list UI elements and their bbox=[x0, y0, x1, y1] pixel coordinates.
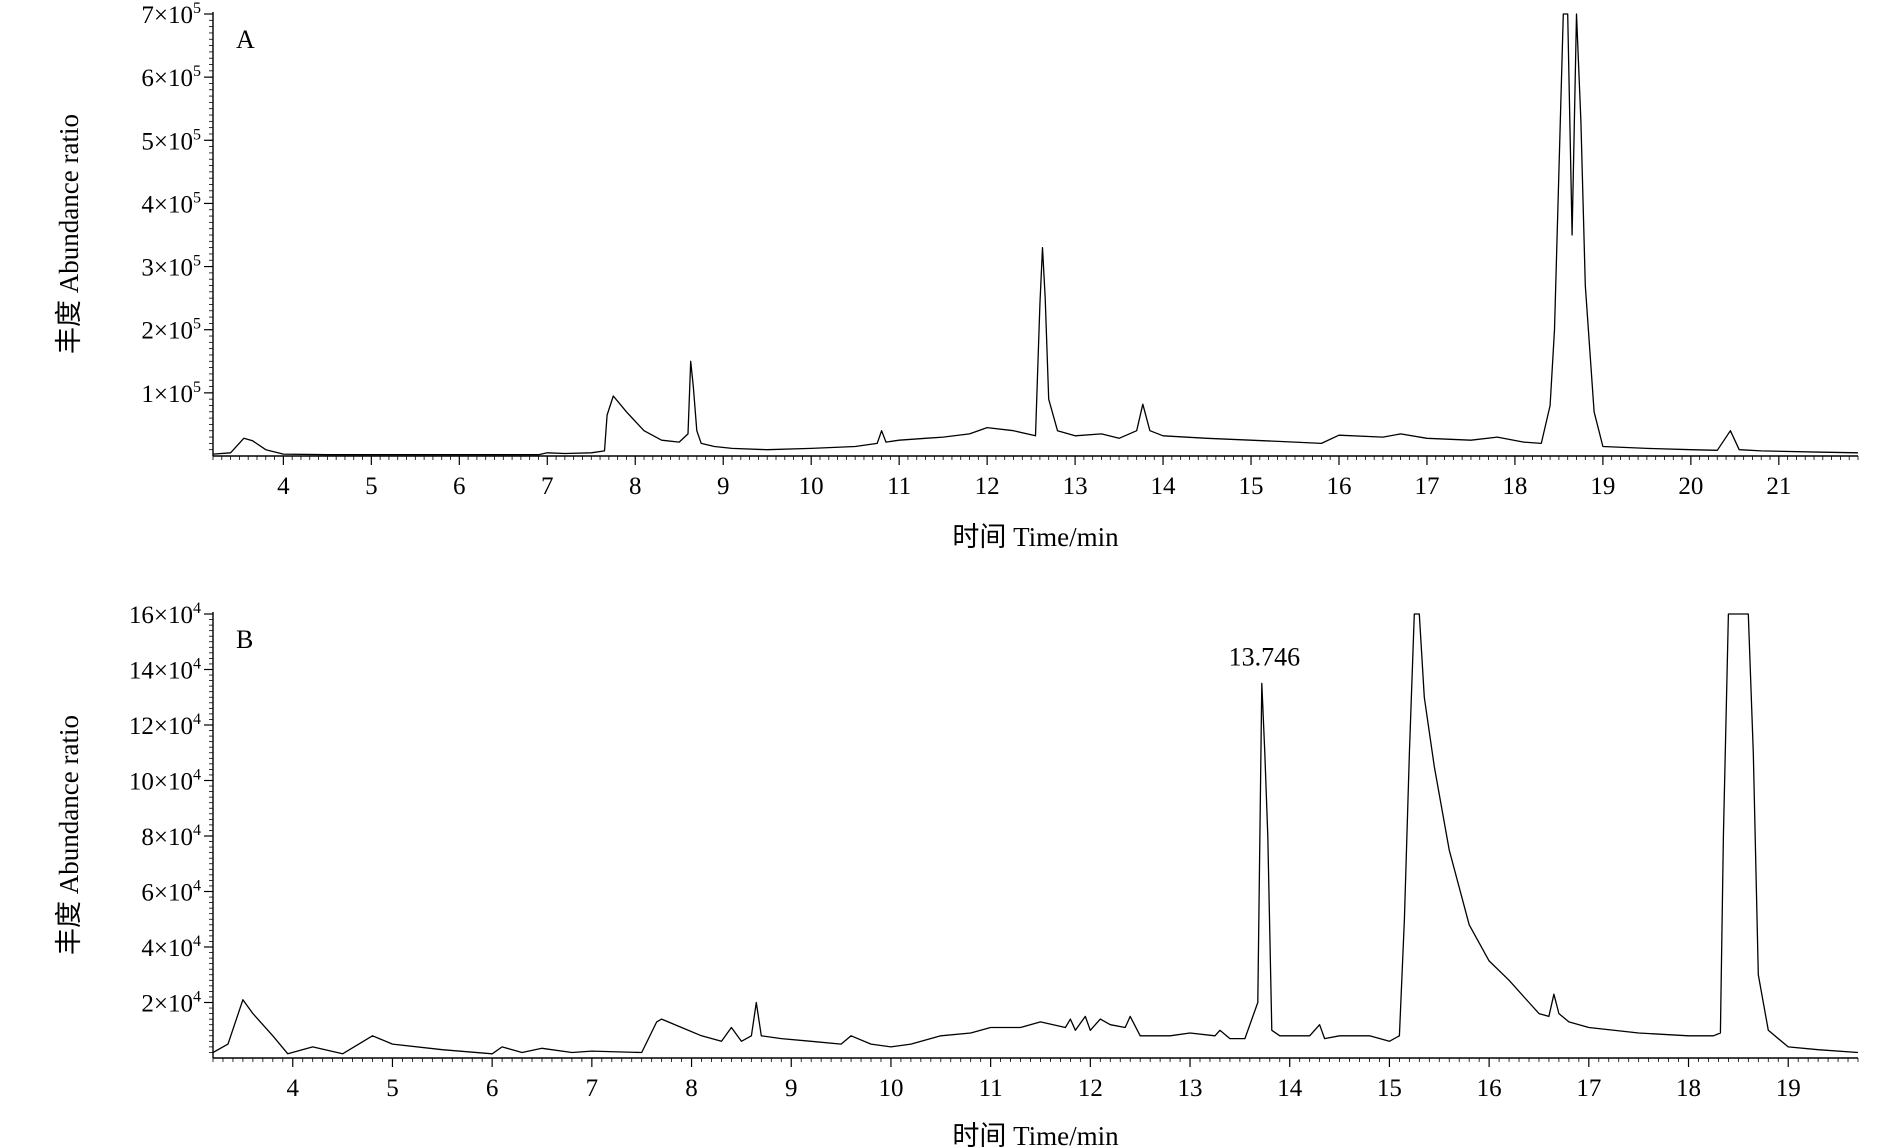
panel-a: 4 5 6 7 8 9 10 11 12 13 14 15 16 17 18 19 20 211×1052×105… bbox=[54, 0, 1859, 552]
y-tick-base: 5×10 bbox=[141, 128, 193, 155]
y-tick-exponent: 5 bbox=[193, 126, 201, 143]
panel-label: B bbox=[236, 625, 253, 654]
y-tick-label: 3×105 bbox=[141, 253, 201, 282]
y-tick-exponent: 5 bbox=[193, 316, 201, 333]
x-axis-title: 时间 Time/min bbox=[952, 1121, 1119, 1147]
y-tick-exponent: 4 bbox=[193, 767, 201, 784]
y-tick-base: 3×10 bbox=[141, 255, 193, 282]
y-tick-label: 10×104 bbox=[129, 767, 201, 796]
y-tick-label: 4×104 bbox=[141, 933, 201, 962]
x-tick-label: 10 bbox=[878, 1075, 903, 1102]
x-tick-label: 6 bbox=[486, 1075, 499, 1102]
panel-label: A bbox=[236, 25, 255, 54]
x-tick-label: 11 bbox=[887, 473, 911, 500]
x-tick-label: 14 bbox=[1151, 473, 1177, 500]
y-tick-base: 4×10 bbox=[141, 935, 193, 962]
y-tick-label: 1×105 bbox=[141, 379, 201, 408]
y-tick-label: 6×105 bbox=[141, 63, 201, 92]
y-tick-exponent: 5 bbox=[193, 0, 201, 17]
y-tick-label: 8×104 bbox=[141, 822, 201, 851]
y-tick-base: 12×10 bbox=[129, 713, 193, 740]
x-tick-label: 17 bbox=[1414, 473, 1439, 500]
y-tick-label: 7×105 bbox=[141, 0, 201, 29]
y-tick-base: 14×10 bbox=[129, 658, 193, 685]
y-tick-label: 16×104 bbox=[129, 600, 201, 629]
y-tick-base: 8×10 bbox=[141, 824, 193, 851]
x-axis-title: 时间 Time/min bbox=[952, 522, 1119, 552]
x-tick-label: 4 bbox=[277, 473, 290, 500]
x-tick-label: 15 bbox=[1377, 1075, 1402, 1102]
y-tick-exponent: 4 bbox=[193, 822, 201, 839]
x-tick-label: 17 bbox=[1576, 1075, 1601, 1102]
x-tick-label: 13 bbox=[1178, 1075, 1203, 1102]
x-tick-label: 16 bbox=[1477, 1075, 1502, 1102]
x-tick-label: 14 bbox=[1277, 1075, 1303, 1102]
y-tick-base: 4×10 bbox=[141, 191, 193, 218]
x-tick-label: 13 bbox=[1063, 473, 1088, 500]
x-tick-label: 5 bbox=[365, 473, 378, 500]
x-tick-label: 12 bbox=[1078, 1075, 1103, 1102]
x-tick-label: 8 bbox=[685, 1075, 698, 1102]
x-tick-label: 10 bbox=[799, 473, 824, 500]
x-tick-label: 8 bbox=[629, 473, 642, 500]
y-tick-exponent: 5 bbox=[193, 63, 201, 80]
x-tick-label: 4 bbox=[287, 1075, 300, 1102]
x-tick-label: 19 bbox=[1590, 473, 1615, 500]
y-tick-exponent: 4 bbox=[193, 711, 201, 728]
y-axis-title: 丰度 Abundance ratio bbox=[54, 114, 84, 354]
x-tick-label: 18 bbox=[1676, 1075, 1701, 1102]
y-tick-label: 14×104 bbox=[129, 656, 201, 685]
y-tick-label: 6×104 bbox=[141, 878, 201, 907]
y-tick-base: 6×10 bbox=[141, 65, 193, 92]
y-tick-exponent: 4 bbox=[193, 878, 201, 895]
y-tick-label: 5×105 bbox=[141, 126, 201, 155]
y-tick-base: 16×10 bbox=[129, 602, 193, 629]
y-tick-exponent: 5 bbox=[193, 189, 201, 206]
panel-b: 4 5 6 7 8 9 10 11 12 13 14 15 16 17 18 192×1044×1046×10… bbox=[54, 600, 1859, 1147]
y-tick-base: 6×10 bbox=[141, 880, 193, 907]
x-tick-label: 18 bbox=[1502, 473, 1527, 500]
y-tick-exponent: 4 bbox=[193, 989, 201, 1006]
x-tick-label: 20 bbox=[1678, 473, 1703, 500]
y-tick-base: 10×10 bbox=[129, 769, 193, 796]
y-tick-base: 1×10 bbox=[141, 381, 193, 408]
y-tick-exponent: 5 bbox=[193, 253, 201, 270]
peak-annotation: 13.746 bbox=[1229, 642, 1301, 671]
y-tick-exponent: 4 bbox=[193, 656, 201, 673]
y-axis-title: 丰度 Abundance ratio bbox=[54, 715, 84, 955]
x-tick-label: 11 bbox=[979, 1075, 1003, 1102]
x-tick-label: 12 bbox=[975, 473, 1000, 500]
x-tick-label: 5 bbox=[386, 1075, 399, 1102]
chromatogram-trace bbox=[213, 613, 1858, 1055]
y-tick-exponent: 4 bbox=[193, 933, 201, 950]
y-tick-label: 2×105 bbox=[141, 316, 201, 345]
x-tick-label: 9 bbox=[785, 1075, 798, 1102]
x-tick-label: 15 bbox=[1239, 473, 1264, 500]
y-tick-base: 7×10 bbox=[141, 2, 193, 29]
x-tick-label: 19 bbox=[1776, 1075, 1801, 1102]
x-tick-label: 9 bbox=[717, 473, 730, 500]
y-tick-label: 2×104 bbox=[141, 989, 201, 1018]
y-tick-exponent: 5 bbox=[193, 379, 201, 396]
y-tick-label: 12×104 bbox=[129, 711, 201, 740]
x-tick-label: 7 bbox=[586, 1075, 599, 1102]
chromatogram-trace bbox=[213, 13, 1858, 456]
y-tick-base: 2×10 bbox=[141, 991, 193, 1018]
x-tick-label: 7 bbox=[541, 473, 554, 500]
x-tick-label: 16 bbox=[1326, 473, 1351, 500]
y-tick-label: 4×105 bbox=[141, 189, 201, 218]
x-tick-label: 21 bbox=[1766, 473, 1791, 500]
y-tick-base: 2×10 bbox=[141, 318, 193, 345]
y-tick-exponent: 4 bbox=[193, 600, 201, 617]
x-tick-label: 6 bbox=[453, 473, 466, 500]
